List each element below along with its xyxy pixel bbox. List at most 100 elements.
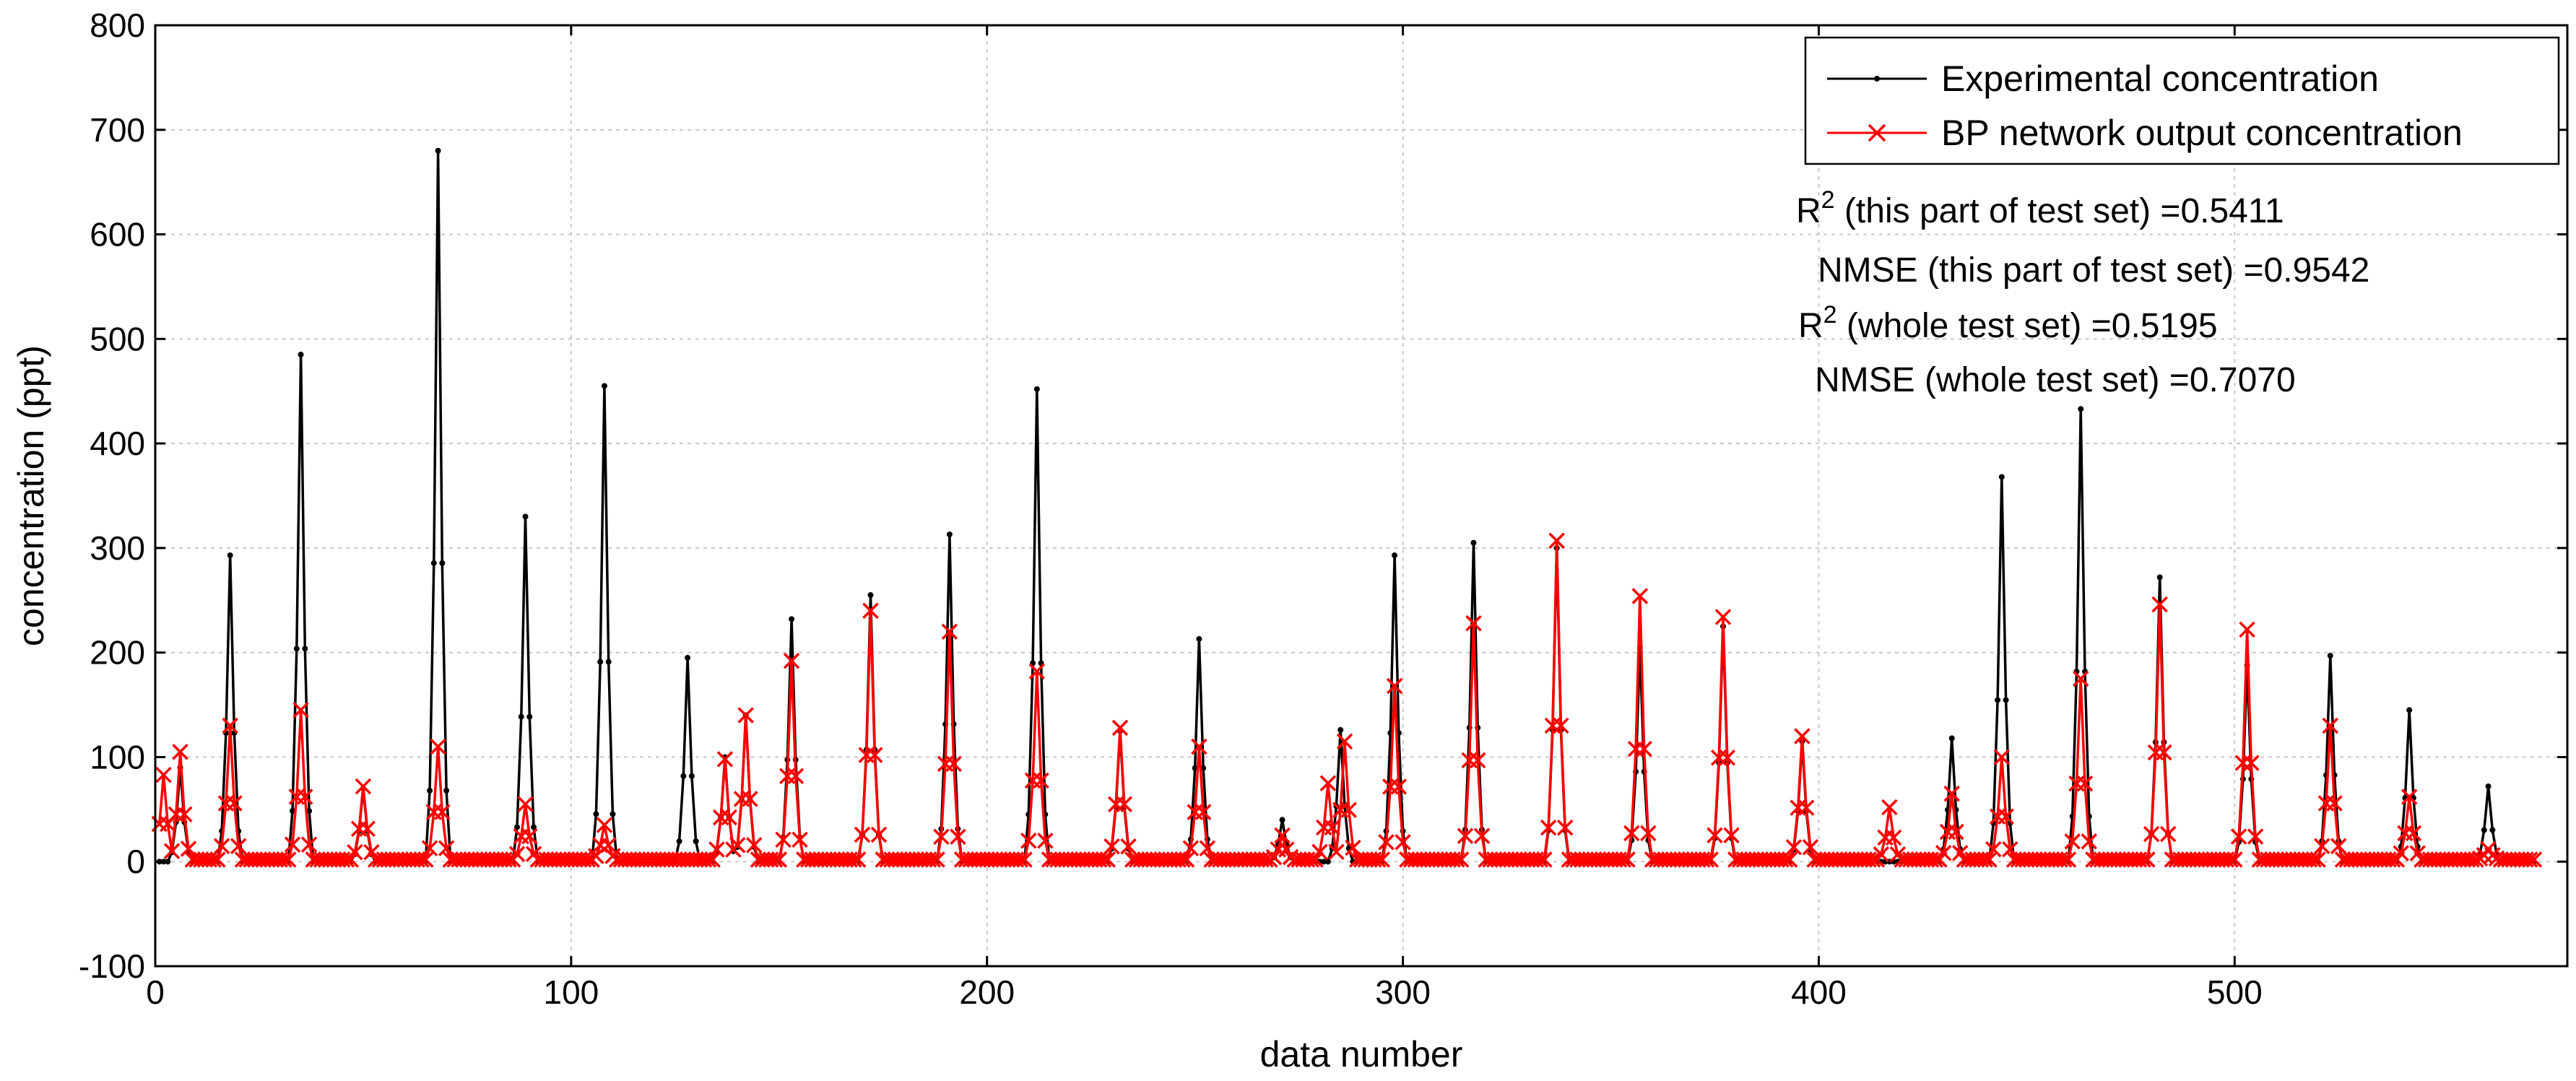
data-point-bp <box>1619 851 1636 868</box>
data-point-experimental <box>1948 735 1955 742</box>
data-point-bp <box>342 851 359 868</box>
axis-ticks: 0 100 200 300 400 500-10001002003004005006007… <box>79 6 2567 1011</box>
data-point-bp <box>1099 851 1116 868</box>
data-point-bp <box>2076 775 2094 792</box>
data-point-bp <box>1935 844 1952 861</box>
data-point-experimental <box>597 659 604 665</box>
data-point-bp <box>1345 839 1361 856</box>
data-point-bp <box>1948 823 1964 841</box>
legend-label-bp: BP network output concentration <box>1941 113 2463 153</box>
data-point-bp <box>929 851 945 868</box>
data-point-bp <box>1998 808 2014 825</box>
y-tick-label: 200 <box>90 634 145 672</box>
data-point-bp <box>1395 834 1411 851</box>
data-point-bp <box>1033 772 1049 789</box>
data-point-bp <box>1111 719 1129 737</box>
data-point-bp <box>1640 825 1657 842</box>
x-tick-label: 100 <box>543 973 599 1011</box>
data-point-experimental <box>1998 474 2005 480</box>
data-point-bp <box>347 843 363 861</box>
data-point-experimental <box>430 560 437 566</box>
data-point-experimental <box>298 352 304 358</box>
data-point-bp <box>205 851 222 868</box>
plot-area-frame <box>154 24 2569 968</box>
data-point-bp <box>421 840 438 856</box>
data-point-bp <box>209 851 226 868</box>
data-point-bp <box>2055 851 2073 868</box>
data-point-bp <box>1369 851 1387 868</box>
data-point-bp <box>2002 841 2018 858</box>
data-point-bp <box>1536 851 1553 868</box>
data-point-bp <box>1781 851 1798 868</box>
data-point-experimental <box>1995 697 2001 703</box>
data-point-experimental <box>306 808 313 815</box>
data-point-experimental <box>514 824 520 830</box>
data-point-bp <box>1324 819 1340 836</box>
data-point-bp <box>2305 851 2322 868</box>
data-point-experimental <box>610 811 616 817</box>
y-tick-label: 700 <box>90 111 145 149</box>
data-point-bp <box>1785 839 1803 856</box>
data-point-bp <box>1885 829 1902 846</box>
data-point-bp <box>2247 828 2264 845</box>
data-point-experimental <box>1033 386 1040 392</box>
data-point-bp <box>737 707 754 724</box>
annotation-r2-whole-sup: 2 <box>1823 301 1837 329</box>
y-tick-label: 600 <box>90 216 145 253</box>
data-point-bp <box>941 623 958 640</box>
x-tick-label: 500 <box>2207 973 2263 1011</box>
data-point-bp <box>521 828 538 845</box>
legend-marker-experimental <box>1874 76 1880 82</box>
data-point-bp <box>746 837 763 854</box>
data-point-bp <box>1311 843 1328 860</box>
x-tick-label: 300 <box>1375 973 1431 1011</box>
data-point-bp <box>297 789 313 805</box>
data-point-experimental <box>1279 817 1285 823</box>
data-point-bp <box>1865 851 1881 868</box>
legend: Experimental concentration BP network ou… <box>1804 36 2560 165</box>
data-point-bp <box>1120 838 1137 855</box>
data-point-bp <box>1378 834 1395 851</box>
data-point-experimental <box>946 531 953 538</box>
data-point-bp <box>2159 825 2177 843</box>
data-point-experimental <box>693 838 699 844</box>
data-point-bp <box>1636 740 1652 757</box>
annotation-r2-part-post: (this part of test set) =0.5411 <box>1835 192 2284 230</box>
data-point-bp <box>1873 846 1890 863</box>
data-point-bp <box>792 831 808 848</box>
data-point-experimental <box>302 646 308 652</box>
data-point-bp <box>1473 828 1491 844</box>
data-point-bp <box>1020 833 1037 849</box>
data-point-bp <box>854 826 871 843</box>
data-point-bp <box>1532 851 1548 868</box>
data-point-bp <box>2401 789 2418 805</box>
data-point-bp <box>2239 621 2255 638</box>
data-point-bp <box>1707 827 1723 843</box>
data-point-bp <box>1723 827 1740 843</box>
data-point-bp <box>1191 738 1207 755</box>
data-point-bp <box>222 717 238 734</box>
data-point-bp <box>1943 785 1960 802</box>
annotation-nmse-whole-pre: NMSE (whole test set) =0.7070 <box>1815 361 2296 399</box>
data-point-experimental <box>1321 859 1327 865</box>
data-point-bp <box>2135 851 2151 868</box>
data-point-bp <box>1274 827 1291 844</box>
data-point-bp <box>1985 841 2002 858</box>
data-point-experimental <box>789 616 795 622</box>
data-point-bp <box>2521 851 2538 868</box>
data-point-bp <box>2384 851 2401 868</box>
data-point-bp <box>1449 851 1465 868</box>
data-point-bp <box>1095 851 1112 868</box>
data-point-experimental <box>165 859 171 865</box>
data-point-bp <box>2081 833 2097 850</box>
data-point-bp <box>280 851 297 868</box>
data-point-bp <box>933 828 950 846</box>
data-point-bp <box>1037 833 1054 849</box>
data-point-bp <box>359 820 376 837</box>
data-point-bp <box>213 838 230 855</box>
data-point-bp <box>945 755 962 773</box>
data-point-bp <box>176 806 193 822</box>
data-point-experimental <box>522 513 529 520</box>
